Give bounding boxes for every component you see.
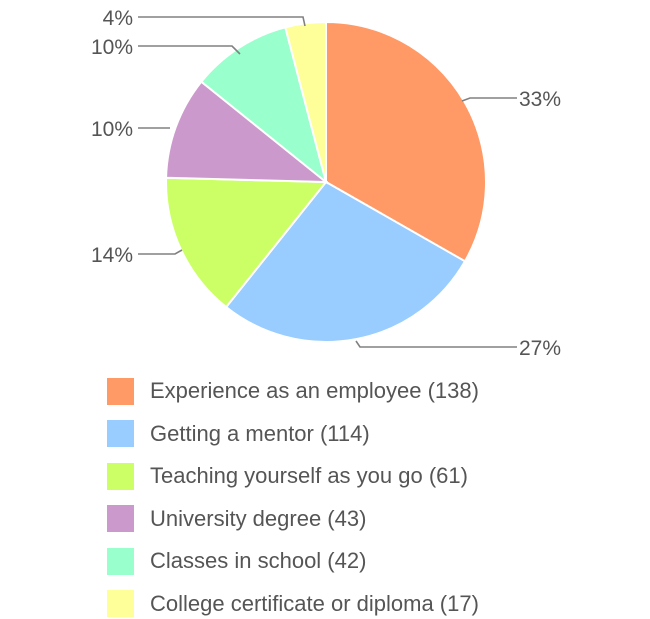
legend-label: Classes in school (42) [150,548,367,574]
legend-item: Experience as an employee (138) [107,370,479,413]
leader-line [355,340,517,348]
legend-label: Teaching yourself as you go (61) [150,463,468,489]
pie-slice [165,80,329,184]
leader-line [138,16,306,27]
leader-line [138,45,241,55]
legend-item: Getting a mentor (114) [107,413,479,456]
legend-swatch [107,462,134,490]
leader-line [461,97,517,102]
legend-swatch [107,377,134,405]
legend: Experience as an employee (138) Getting … [107,370,479,619]
slice-percent-label: 10% [91,118,133,141]
legend-label: University degree (43) [150,505,367,531]
legend-label: College certificate or diploma (17) [150,590,479,616]
slice-percent-label: 33% [519,88,561,111]
legend-item: Classes in school (42) [107,540,479,583]
slice-percent-label: 4% [103,7,133,30]
legend-swatch [107,547,134,575]
pie-slice [224,180,467,343]
slice-percent-label: 27% [519,337,561,360]
legend-swatch [107,420,134,448]
slice-percent-label: 14% [91,244,133,267]
slice-percent-label: 10% [91,36,133,59]
legend-label: Experience as an employee (138) [150,378,479,404]
pie-slice [325,20,488,263]
legend-swatch [107,505,134,533]
legend-label: Getting a mentor (114) [150,420,370,446]
pie-chart: 33% 27% 14% 10% 10% 4% [91,7,561,360]
leader-line [138,249,183,255]
legend-item: College certificate or diploma (17) [107,583,479,619]
legend-item: Teaching yourself as you go (61) [107,455,479,498]
legend-swatch [107,590,134,618]
legend-item: University degree (43) [107,498,479,541]
pie-slice [165,176,329,309]
pie-slice [284,20,327,183]
